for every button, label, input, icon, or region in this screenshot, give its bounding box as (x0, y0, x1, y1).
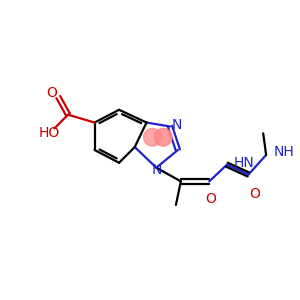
Text: N: N (151, 163, 161, 177)
Text: HN: HN (234, 156, 254, 170)
Text: HO: HO (39, 126, 60, 140)
Circle shape (144, 128, 161, 146)
Text: O: O (46, 86, 57, 100)
Circle shape (154, 128, 172, 146)
Text: O: O (249, 187, 260, 201)
Text: NH: NH (274, 145, 295, 159)
Text: N: N (172, 118, 182, 133)
Text: O: O (205, 192, 216, 206)
